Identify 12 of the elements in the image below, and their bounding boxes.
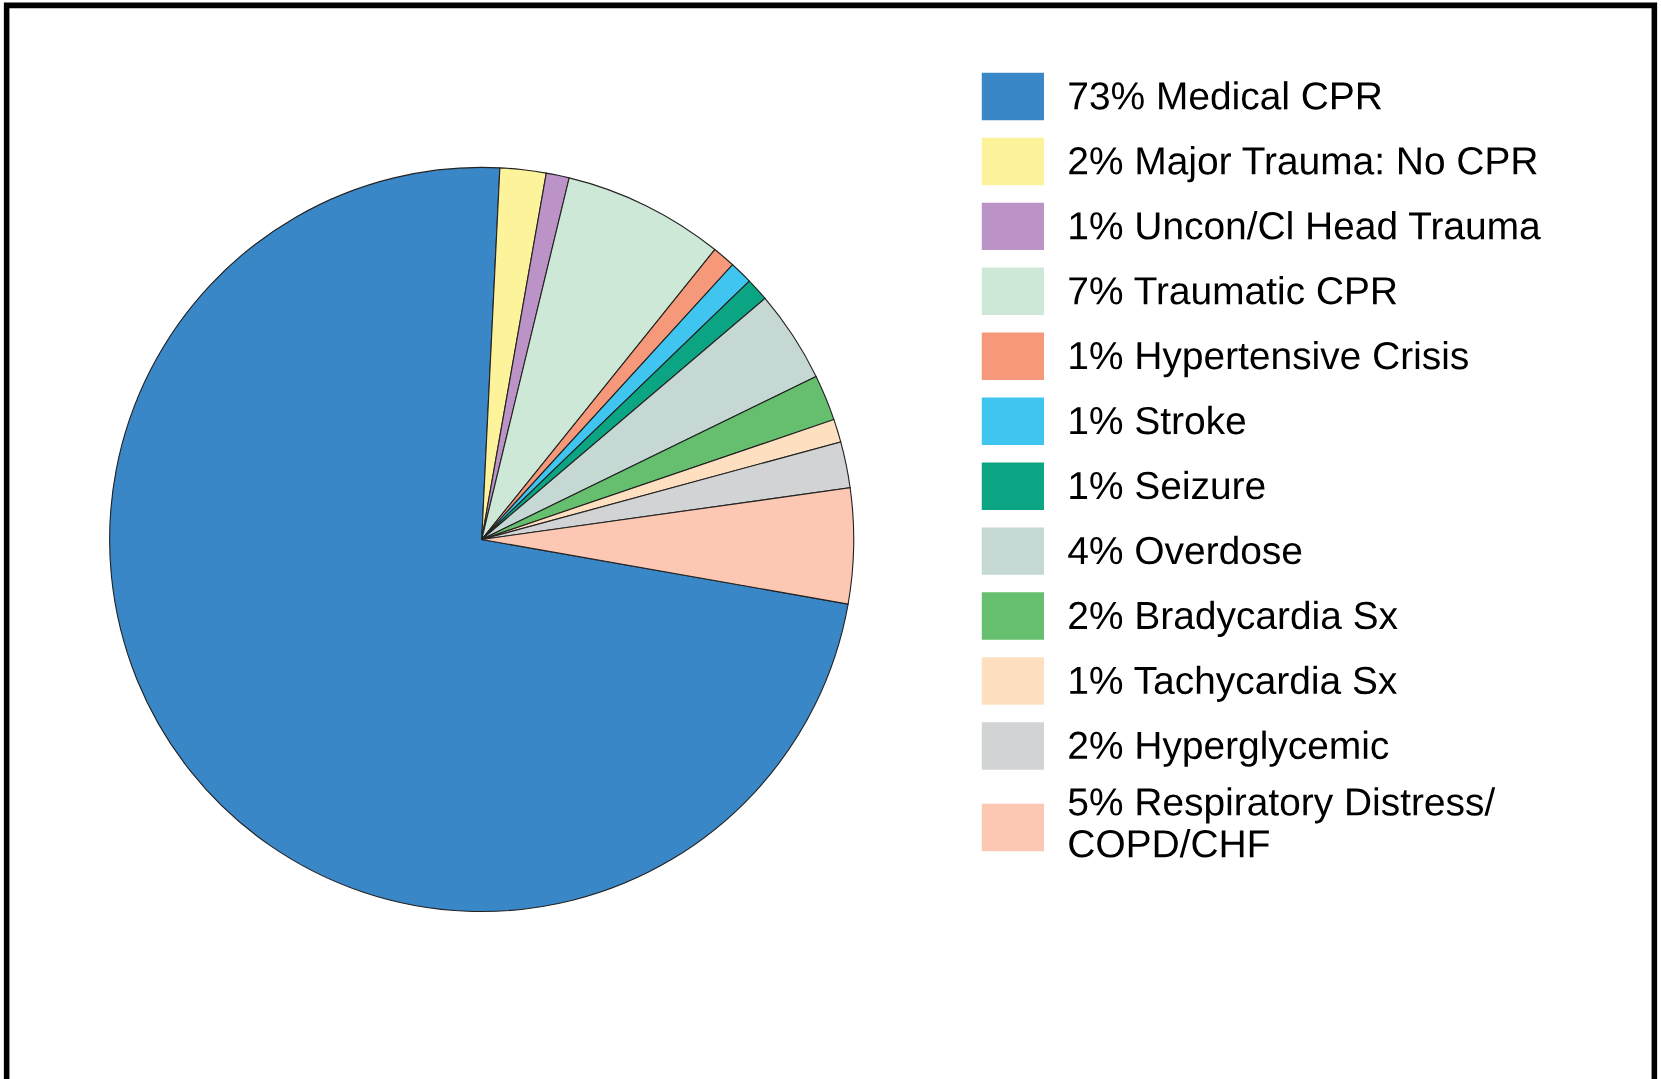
legend-label: 2% Major Trauma: No CPR [1069, 146, 1537, 183]
legend-label: 2% Bradycardia Sx [1069, 600, 1398, 637]
legend-label: 5% Respiratory Distress/ COPD/CHF [1068, 787, 1496, 858]
legend-label: 1% Stroke [1070, 405, 1245, 435]
legend-label: 1% Hypertensive Crisis [1070, 340, 1468, 378]
legend-label: 4% Overdose [1068, 535, 1302, 565]
legend-label: 2% Hyperglycemic [1069, 730, 1389, 767]
legend-label: 1% Seizure [1070, 470, 1265, 500]
legend-label: 1% Tachycardia Sx [1070, 665, 1397, 702]
legend-label: 7% Traumatic CPR [1069, 275, 1397, 305]
legend-label: 1% Uncon/Cl Head Trauma [1070, 211, 1541, 240]
legend-label: 73% Medical CPR [1069, 81, 1382, 110]
